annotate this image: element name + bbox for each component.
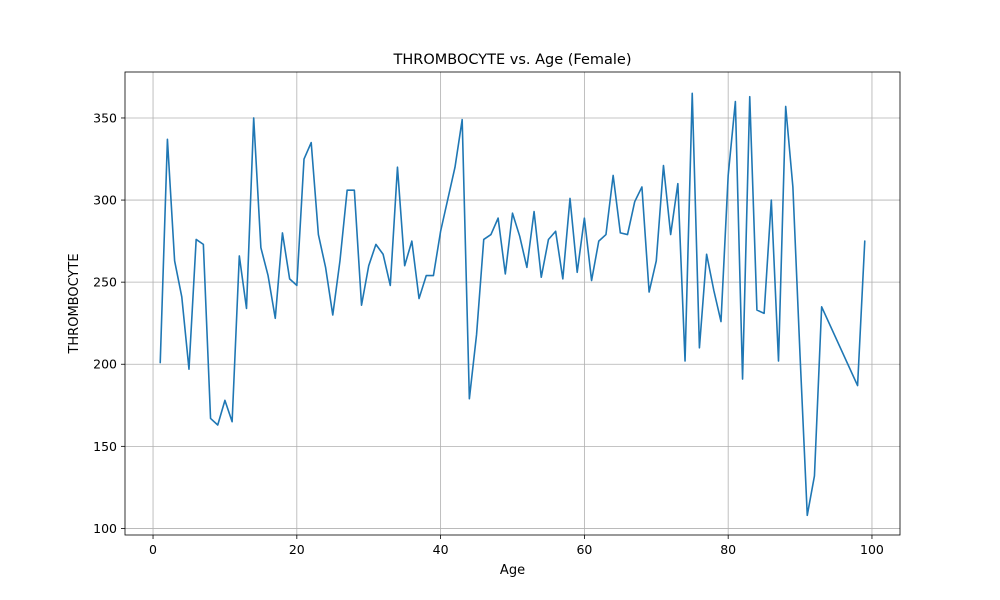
y-axis-label: THROMBOCYTE xyxy=(67,253,82,354)
y-tick-label: 200 xyxy=(93,357,117,372)
x-tick-label: 80 xyxy=(720,542,736,557)
y-tick-label: 350 xyxy=(93,110,117,125)
x-tick-label: 40 xyxy=(433,542,449,557)
x-tick-label: 20 xyxy=(289,542,305,557)
series-line xyxy=(159,92,866,517)
plot-frame xyxy=(124,71,901,536)
series-layer xyxy=(159,92,866,517)
x-tick-label: 100 xyxy=(860,542,884,557)
x-tick-label: 60 xyxy=(576,542,592,557)
y-tick-label: 300 xyxy=(93,193,117,208)
ticks: 0 20 40 60 80 100 100 150 200 250 300 350 xyxy=(93,110,884,557)
y-tick-label: 100 xyxy=(93,521,117,536)
chart-title: THROMBOCYTE vs. Age (Female) xyxy=(393,52,632,68)
y-tick-label: 150 xyxy=(93,439,117,454)
x-axis-label: Age xyxy=(500,563,525,578)
x-tick-label: 0 xyxy=(149,542,157,557)
y-tick-label: 250 xyxy=(93,275,117,290)
